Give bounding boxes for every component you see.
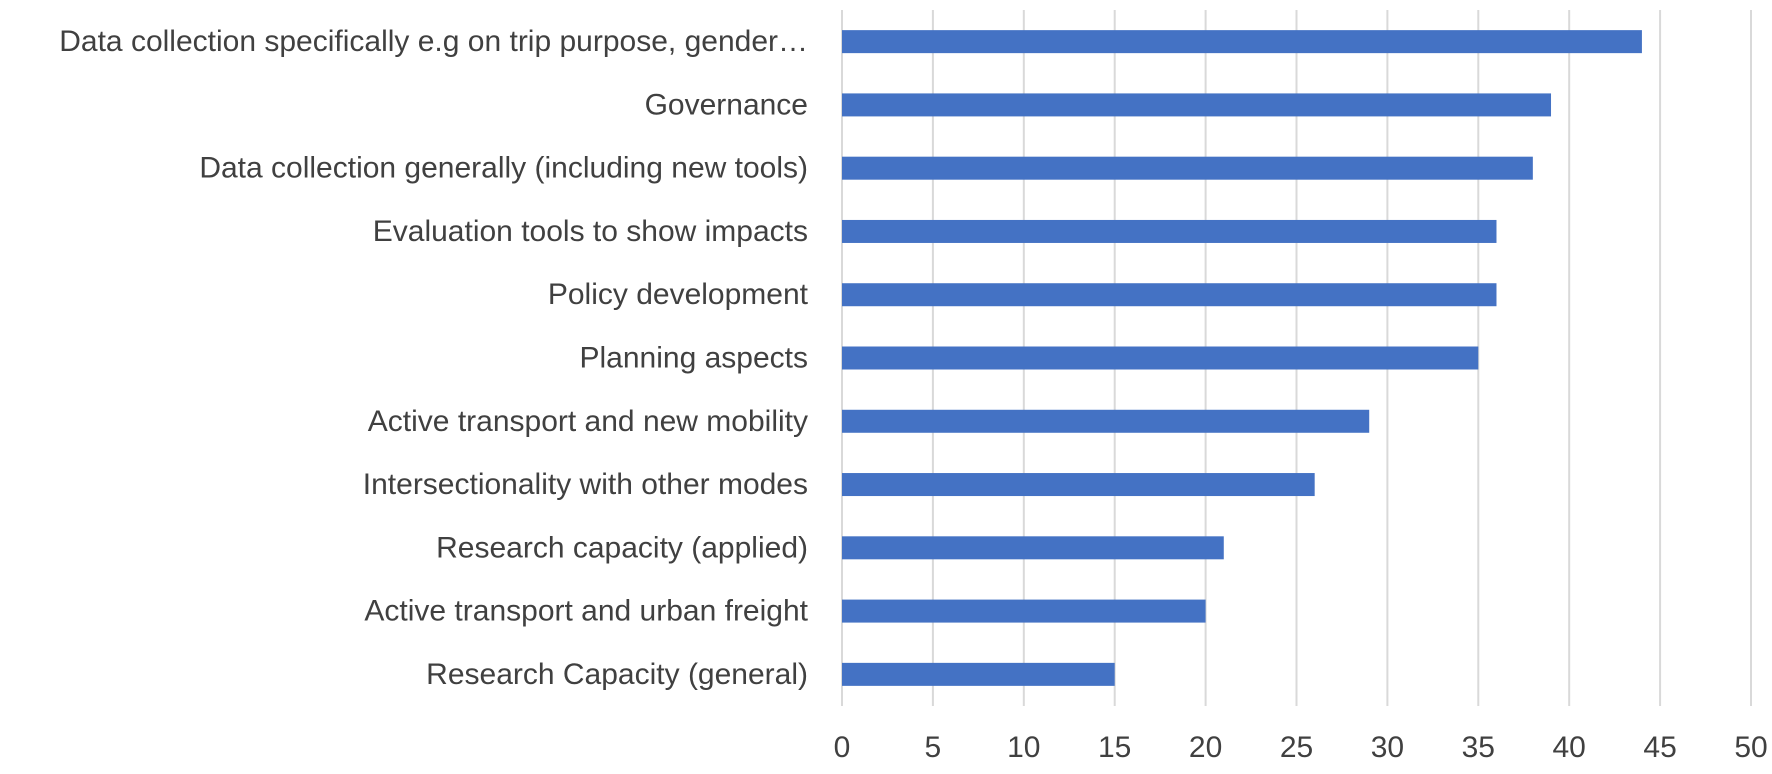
bar	[842, 219, 1497, 243]
bar	[842, 93, 1552, 117]
bar	[842, 662, 1115, 686]
bar	[842, 156, 1533, 180]
bars	[842, 30, 1642, 686]
category-label: Evaluation tools to show impacts	[373, 215, 808, 248]
x-tick-label: 45	[1643, 731, 1676, 764]
x-tick-labels: 0 5 10 15 20 25 30 35 40 45 50	[834, 731, 1768, 764]
x-tick-label: 0	[834, 731, 851, 764]
category-label: Research capacity (applied)	[436, 531, 808, 564]
category-label: Data collection specifically e.g on trip…	[59, 25, 808, 58]
category-labels: Data collection specifically e.g on trip…	[59, 25, 808, 691]
x-tick-label: 10	[1007, 731, 1040, 764]
x-tick-label: 20	[1189, 731, 1222, 764]
category-label: Research Capacity (general)	[426, 658, 808, 691]
bar	[842, 473, 1315, 497]
category-label: Active transport and urban freight	[364, 595, 808, 628]
x-tick-label: 5	[925, 731, 942, 764]
bar	[842, 346, 1479, 370]
category-label: Planning aspects	[580, 342, 809, 375]
x-tick-label: 40	[1553, 731, 1586, 764]
x-tick-label: 35	[1462, 731, 1495, 764]
bar	[842, 30, 1642, 54]
bar	[842, 283, 1497, 307]
category-label: Intersectionality with other modes	[363, 468, 808, 501]
x-tick-label: 50	[1734, 731, 1767, 764]
x-tick-label: 25	[1280, 731, 1313, 764]
category-label: Data collection generally (including new…	[199, 152, 808, 185]
bar	[842, 409, 1370, 433]
category-label: Active transport and new mobility	[368, 405, 808, 438]
bar	[842, 536, 1224, 560]
x-tick-label: 15	[1098, 731, 1131, 764]
category-label: Governance	[645, 88, 808, 121]
category-label: Policy development	[548, 278, 809, 311]
bar	[842, 599, 1206, 623]
x-tick-label: 30	[1371, 731, 1404, 764]
